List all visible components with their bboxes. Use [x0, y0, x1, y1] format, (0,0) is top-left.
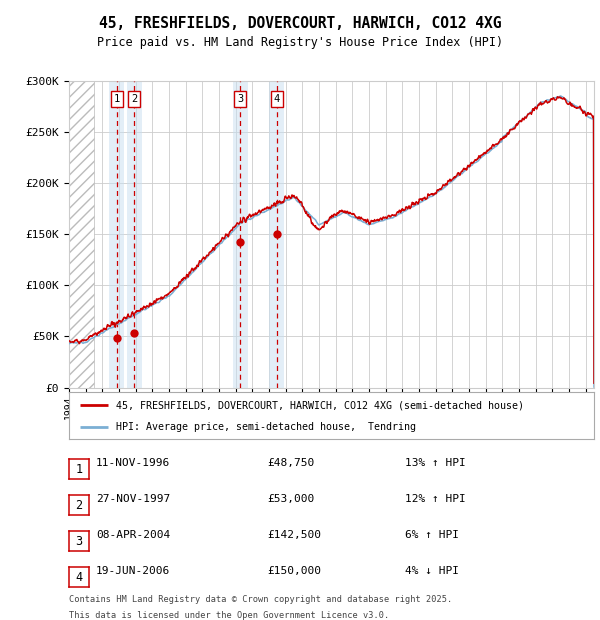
- Bar: [109, 81, 124, 388]
- Text: 1: 1: [114, 94, 120, 104]
- Text: 4% ↓ HPI: 4% ↓ HPI: [405, 566, 459, 576]
- Text: 3: 3: [76, 535, 82, 548]
- Text: 19-JUN-2006: 19-JUN-2006: [96, 566, 170, 576]
- Text: 11-NOV-1996: 11-NOV-1996: [96, 458, 170, 468]
- Text: Contains HM Land Registry data © Crown copyright and database right 2025.: Contains HM Land Registry data © Crown c…: [69, 595, 452, 604]
- Text: 4: 4: [274, 94, 280, 104]
- Text: 45, FRESHFIELDS, DOVERCOURT, HARWICH, CO12 4XG (semi-detached house): 45, FRESHFIELDS, DOVERCOURT, HARWICH, CO…: [116, 400, 524, 410]
- Text: £150,000: £150,000: [267, 566, 321, 576]
- Text: 45, FRESHFIELDS, DOVERCOURT, HARWICH, CO12 4XG: 45, FRESHFIELDS, DOVERCOURT, HARWICH, CO…: [99, 16, 501, 30]
- Text: £48,750: £48,750: [267, 458, 314, 468]
- Bar: [127, 81, 142, 388]
- Text: 4: 4: [76, 571, 82, 584]
- Text: 2: 2: [76, 499, 82, 512]
- Text: 12% ↑ HPI: 12% ↑ HPI: [405, 494, 466, 504]
- Text: 6% ↑ HPI: 6% ↑ HPI: [405, 530, 459, 540]
- Text: HPI: Average price, semi-detached house,  Tendring: HPI: Average price, semi-detached house,…: [116, 422, 416, 432]
- Text: 27-NOV-1997: 27-NOV-1997: [96, 494, 170, 504]
- Text: This data is licensed under the Open Government Licence v3.0.: This data is licensed under the Open Gov…: [69, 611, 389, 620]
- Bar: [233, 81, 248, 388]
- Text: £142,500: £142,500: [267, 530, 321, 540]
- Bar: [269, 81, 284, 388]
- Text: 13% ↑ HPI: 13% ↑ HPI: [405, 458, 466, 468]
- Text: £53,000: £53,000: [267, 494, 314, 504]
- Text: 08-APR-2004: 08-APR-2004: [96, 530, 170, 540]
- Text: Price paid vs. HM Land Registry's House Price Index (HPI): Price paid vs. HM Land Registry's House …: [97, 36, 503, 49]
- Text: 2: 2: [131, 94, 137, 104]
- Text: 1: 1: [76, 463, 82, 476]
- Text: 3: 3: [237, 94, 243, 104]
- Bar: [69, 81, 94, 388]
